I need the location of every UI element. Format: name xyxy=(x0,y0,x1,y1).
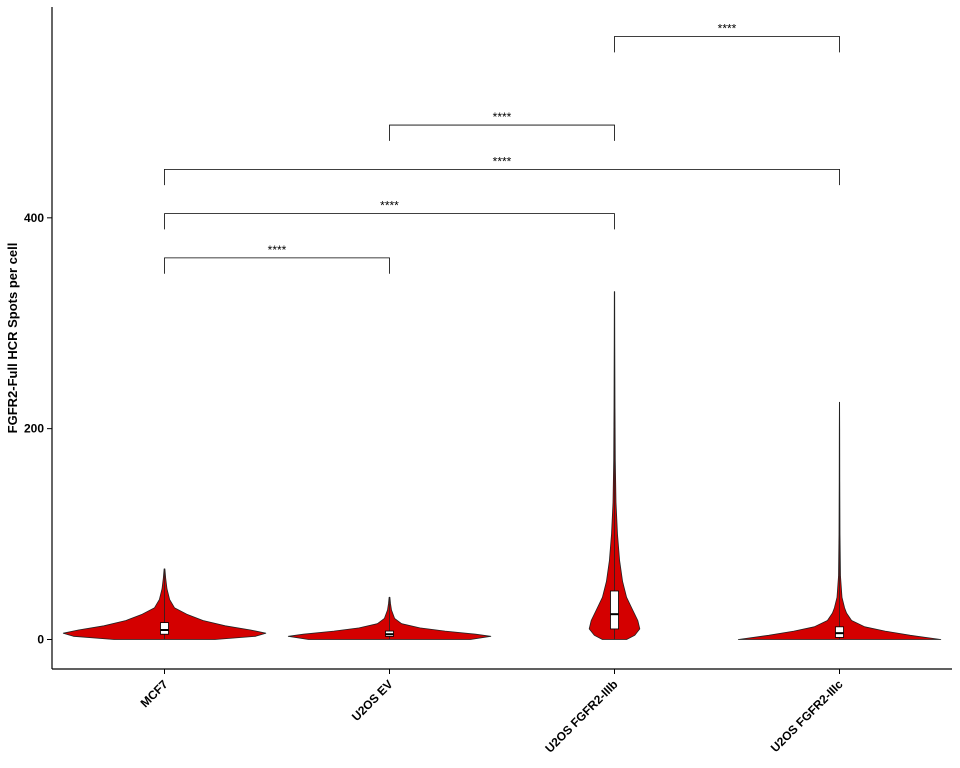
comparison-bracket-4 xyxy=(614,36,840,53)
comparison-bracket-3 xyxy=(389,124,615,141)
comparison-layer: **** **** **** **** **** xyxy=(164,22,840,274)
x-tick-label-1: U2OS EV xyxy=(349,677,396,724)
y-axis-title: FGFR2-Full HCR Spots per cell xyxy=(5,243,20,434)
comparison-label-4: **** xyxy=(718,22,737,36)
violin-box-0 xyxy=(160,622,169,635)
y-tick-label-0: 0 xyxy=(37,632,44,646)
comparison-bracket-0 xyxy=(164,257,390,274)
x-tick-label-0: MCF7 xyxy=(138,677,171,710)
violin-box-2 xyxy=(610,590,619,630)
comparison-bracket-2 xyxy=(164,168,840,186)
comparison-label-1: **** xyxy=(380,199,399,213)
y-tick-label-2: 400 xyxy=(24,211,44,225)
violin-layer xyxy=(62,291,942,640)
violin-box-3 xyxy=(835,626,844,638)
comparison-bracket-1 xyxy=(164,213,615,230)
y-tick-layer: 0 200 400 xyxy=(24,211,52,646)
x-tick-layer: MCF7 U2OS EV U2OS FGFR2-IIIb U2OS FGFR2-III… xyxy=(138,669,846,755)
y-tick-label-1: 200 xyxy=(24,422,44,436)
comparison-label-0: **** xyxy=(268,243,287,257)
comparison-label-3: **** xyxy=(493,110,512,124)
x-tick-label-2: U2OS FGFR2-IIIb xyxy=(542,677,620,755)
x-tick-label-3: U2OS FGFR2-IIIc xyxy=(768,677,846,755)
comparison-label-2: **** xyxy=(493,154,512,168)
